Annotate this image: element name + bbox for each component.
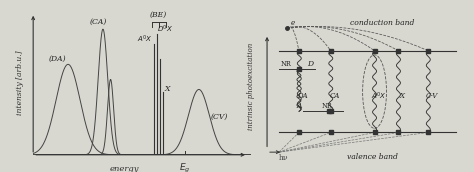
Text: C-V: C-V — [426, 92, 438, 100]
Text: D: D — [307, 60, 313, 68]
Text: X: X — [164, 85, 170, 93]
Text: DA: DA — [298, 92, 308, 100]
Text: NR: NR — [281, 60, 292, 68]
Text: NR: NR — [322, 102, 333, 110]
Text: valence band: valence band — [347, 153, 398, 161]
Text: conduction band: conduction band — [350, 19, 415, 27]
Text: intrinsic photoexcitation: intrinsic photoexcitation — [247, 42, 255, 130]
Text: $A^0X$: $A^0X$ — [137, 34, 153, 45]
Text: hν: hν — [279, 154, 289, 162]
Text: A: A — [296, 102, 302, 110]
Text: energy: energy — [110, 165, 139, 172]
Text: (CV): (CV) — [210, 113, 228, 121]
Text: $E_g$: $E_g$ — [179, 162, 191, 172]
Text: (DA): (DA) — [48, 55, 66, 63]
Text: intensity [arb.u.]: intensity [arb.u.] — [16, 50, 24, 115]
Text: e: e — [291, 19, 295, 27]
Text: X: X — [400, 92, 405, 100]
Text: CA: CA — [329, 92, 340, 100]
Text: (BE): (BE) — [150, 11, 167, 19]
Text: $A^0X$: $A^0X$ — [371, 90, 386, 101]
Text: (CA): (CA) — [90, 18, 107, 26]
Text: $D^0X$: $D^0X$ — [157, 24, 173, 35]
